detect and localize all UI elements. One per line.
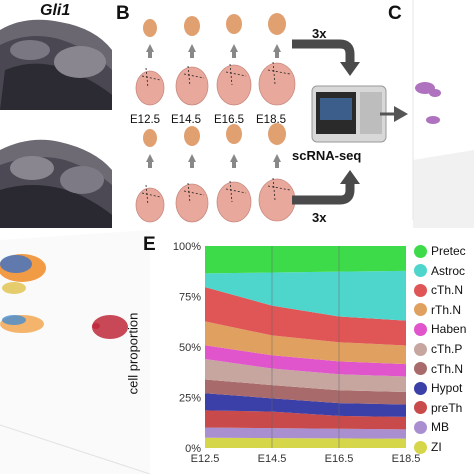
arrows-up-top <box>146 44 281 58</box>
panel-d-scatter <box>0 230 150 474</box>
x-tick-label: E16.5 <box>325 453 354 465</box>
arrows-up-bottom <box>146 154 281 168</box>
legend-item: Astroc <box>414 260 465 282</box>
legend-label: MB <box>431 420 449 435</box>
legend-swatch <box>414 322 427 336</box>
umap-cluster-purple <box>415 82 441 124</box>
panel-c-scatter <box>412 0 474 228</box>
replicates-top-label: 3x <box>312 26 327 41</box>
panel-b-letter: B <box>116 3 130 24</box>
legend-label: Hypot <box>431 381 463 396</box>
y-tick-label: 100% <box>173 241 201 253</box>
legend-label: Haben <box>431 322 467 337</box>
legend-label: rTh.N <box>431 302 461 317</box>
stage-label: E16.5 <box>214 114 245 126</box>
legend-swatch <box>414 381 427 395</box>
stage-label: E12.5 <box>130 114 161 126</box>
brain-image-bottom <box>0 139 112 228</box>
embryo-heads-bottom <box>143 123 286 147</box>
stage-label: E14.5 <box>171 114 202 126</box>
legend-swatch <box>414 342 427 356</box>
y-tick-label: 25% <box>179 393 201 405</box>
legend-label: ZI <box>431 440 442 454</box>
legend-item: cTh.N <box>414 358 463 380</box>
area-hypot <box>205 393 406 417</box>
legend-label: cTh.N <box>431 361 464 376</box>
area-preth <box>205 410 406 430</box>
flow-arrow-bottom <box>292 170 360 205</box>
x-tick-label: E14.5 <box>258 453 287 465</box>
legend-label: Pretec <box>431 244 466 258</box>
x-tick-label: E12.5 <box>191 453 220 465</box>
legend-item: Haben <box>414 318 466 340</box>
embryo-heads-top <box>143 13 286 37</box>
area-cth-p <box>205 358 406 393</box>
sequencer-icon <box>311 85 387 143</box>
area-zi <box>205 437 406 448</box>
dashed-lines-top <box>141 61 291 89</box>
legend-item: preTh <box>414 397 462 419</box>
method-label: scRNA-seq <box>292 148 362 163</box>
legend-swatch <box>414 401 427 415</box>
legend-item: Pretec <box>414 240 466 262</box>
x-tick-label: E18.5 <box>392 453 421 465</box>
area-mb <box>205 427 406 439</box>
legend-item: rTh.N <box>414 299 461 321</box>
panel-b-illustration <box>135 13 408 223</box>
legend-swatch <box>414 303 427 317</box>
legend-swatch <box>414 264 427 278</box>
stage-label: E18.5 <box>256 114 287 126</box>
gene-label: Gli1 <box>40 2 71 19</box>
legend-label: cTh.P <box>431 342 463 356</box>
arrow-right <box>380 106 408 122</box>
area-cth-n <box>205 287 406 346</box>
legend-swatch <box>414 244 427 258</box>
legend-item: Hypot <box>414 377 462 399</box>
flow-arrow-top <box>292 39 360 76</box>
umap-cluster-orange <box>0 254 46 333</box>
dashed-lines-bottom <box>141 177 291 206</box>
legend-swatch <box>414 283 427 297</box>
replicates-bottom-label: 3x <box>312 210 327 225</box>
legend-swatch <box>414 420 427 434</box>
y-tick-label: 75% <box>179 292 201 304</box>
panel-e-letter: E <box>143 234 156 255</box>
panel-a: Gli1 <box>0 0 112 228</box>
legend-item: cTh.P <box>414 338 462 360</box>
legend-label: Astroc <box>431 263 466 278</box>
umap-cluster-red <box>92 315 128 339</box>
legend-item: ZI <box>414 436 442 458</box>
area-astroc <box>205 270 406 321</box>
area-cth-n <box>205 379 406 405</box>
y-axis-label: cell proportion <box>125 312 141 395</box>
panel-c-letter: C <box>388 3 402 24</box>
brain-image-top <box>0 19 112 110</box>
area-rth-n <box>205 321 406 365</box>
legend-item: MB <box>414 416 449 438</box>
legend-swatch <box>414 362 427 376</box>
legend-label: cTh.N <box>431 283 464 298</box>
legend-item: cTh.N <box>414 279 463 301</box>
y-tick-label: 0% <box>185 443 201 455</box>
area-pretec <box>205 246 406 274</box>
embryos-bottom <box>135 178 296 223</box>
y-tick-label: 50% <box>179 342 201 354</box>
legend-label: preTh <box>431 400 463 415</box>
legend-swatch <box>414 440 427 454</box>
brain-images <box>0 0 112 228</box>
area-haben <box>205 345 406 377</box>
